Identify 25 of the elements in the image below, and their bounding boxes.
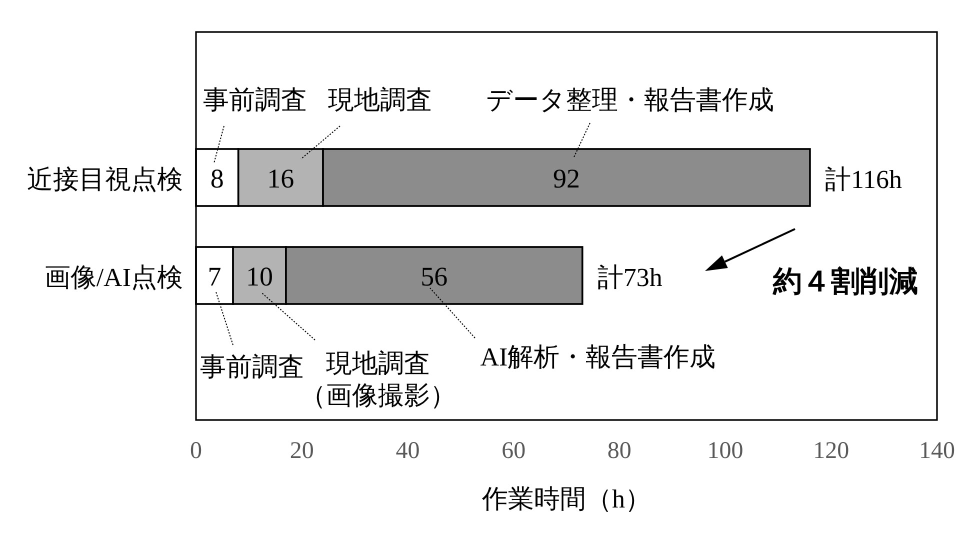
x-tick-label: 0: [190, 438, 202, 464]
x-tick-label: 60: [502, 438, 526, 464]
x-tick-label: 20: [290, 438, 314, 464]
text: 現地調査: [328, 86, 432, 114]
data-label: 7: [208, 262, 222, 292]
data-label: 16: [267, 164, 294, 194]
total-label: 計73h: [597, 263, 662, 292]
x-tick-label: 140: [919, 438, 955, 464]
x-tick-label: 40: [396, 438, 420, 464]
x-axis-title: 作業時間（h）: [481, 484, 651, 514]
x-tick-label: 120: [813, 438, 850, 464]
y-tick-label: 近接目視点検: [27, 165, 183, 194]
y-tick-label: 画像/AI点検: [44, 263, 183, 292]
total-label: 計116h: [824, 165, 902, 194]
text: データ整理・報告書作成: [486, 86, 774, 114]
data-label: 8: [210, 164, 224, 194]
text: 事前調査: [203, 86, 307, 114]
data-label: 56: [420, 262, 448, 292]
data-label: 10: [246, 262, 274, 292]
x-tick-label: 100: [707, 438, 744, 464]
data-label: 92: [553, 164, 580, 194]
x-tick-label: 80: [607, 438, 632, 464]
annotation: 約４割削減: [772, 266, 918, 298]
text: 事前調査: [200, 352, 304, 382]
text: AI解析・報告書作成: [480, 342, 716, 372]
